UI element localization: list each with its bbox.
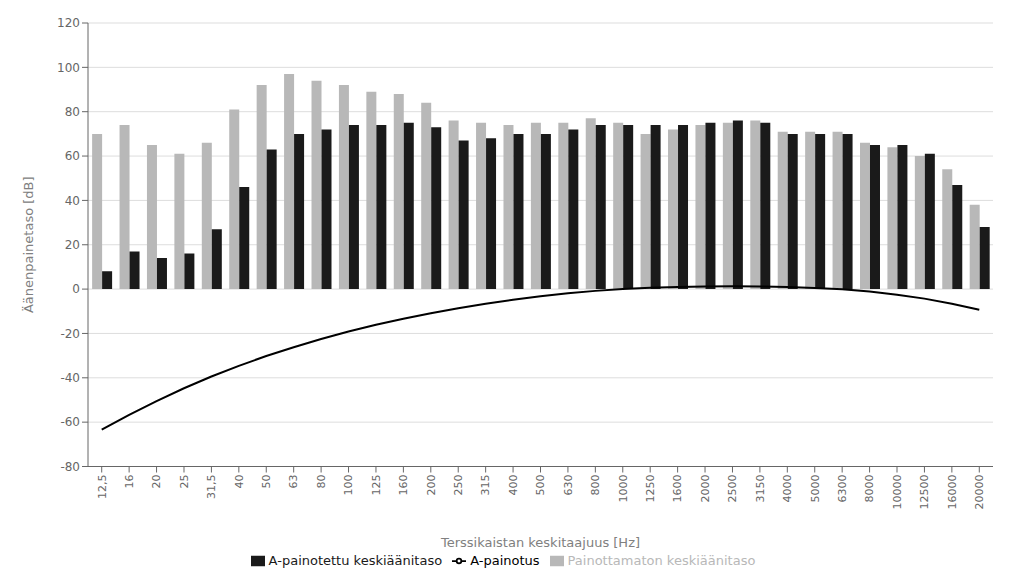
svg-text:4000: 4000 xyxy=(781,475,794,503)
svg-text:8000: 8000 xyxy=(863,475,876,503)
svg-text:125: 125 xyxy=(370,475,383,496)
svg-text:12,5: 12,5 xyxy=(96,475,109,500)
svg-text:-80: -80 xyxy=(60,460,80,474)
svg-text:100: 100 xyxy=(342,475,355,496)
svg-text:31,5: 31,5 xyxy=(205,475,218,500)
svg-text:315: 315 xyxy=(479,475,492,496)
svg-text:40: 40 xyxy=(233,475,246,489)
svg-text:160: 160 xyxy=(397,475,410,496)
svg-text:3150: 3150 xyxy=(754,475,767,503)
html-text:A-painotus: A-painotus xyxy=(470,552,540,568)
svg-text:12500: 12500 xyxy=(918,475,931,510)
svg-text:200: 200 xyxy=(425,475,438,496)
svg-text:16: 16 xyxy=(123,475,136,489)
html-text:Painottamaton keskiäänitaso: Painottamaton keskiäänitaso xyxy=(567,552,756,568)
html-text:A-painotettu keskiäänitaso: A-painotettu keskiäänitaso xyxy=(268,552,443,568)
svg-text:80: 80 xyxy=(65,105,80,119)
svg-text:16000: 16000 xyxy=(946,475,959,510)
svg-text:5000: 5000 xyxy=(809,475,822,503)
svg-text:50: 50 xyxy=(260,475,273,489)
svg-text:-40: -40 xyxy=(60,371,80,385)
svg-text:0: 0 xyxy=(72,282,80,296)
svg-text:500: 500 xyxy=(534,475,547,496)
svg-text:6300: 6300 xyxy=(836,475,849,503)
svg-text:800: 800 xyxy=(589,475,602,496)
svg-text:80: 80 xyxy=(315,475,328,489)
svg-text:60: 60 xyxy=(65,149,80,163)
svg-text:-20: -20 xyxy=(60,327,80,341)
svg-text:25: 25 xyxy=(178,475,191,489)
svg-text:1250: 1250 xyxy=(644,475,657,503)
svg-text:400: 400 xyxy=(507,475,520,496)
svg-text:2500: 2500 xyxy=(726,475,739,503)
svg-text:120: 120 xyxy=(57,16,80,30)
svg-text:20: 20 xyxy=(65,238,80,252)
svg-text:2000: 2000 xyxy=(699,475,712,503)
svg-text:63: 63 xyxy=(287,475,300,489)
svg-text:20: 20 xyxy=(150,475,163,489)
svg-text:100: 100 xyxy=(57,61,80,75)
svg-text:630: 630 xyxy=(562,475,575,496)
svg-text:250: 250 xyxy=(452,475,465,496)
svg-text:20000: 20000 xyxy=(973,475,986,510)
svg-text:1000: 1000 xyxy=(617,475,630,503)
svg-text:40: 40 xyxy=(65,194,80,208)
svg-text:10000: 10000 xyxy=(891,475,904,510)
svg-text:1600: 1600 xyxy=(671,475,684,503)
svg-text:Äänenpainetaso [dB]: Äänenpainetaso [dB] xyxy=(21,176,36,313)
svg-text:-60: -60 xyxy=(60,415,80,429)
svg-text:Terssikaistan keskitaajuus [Hz: Terssikaistan keskitaajuus [Hz] xyxy=(440,535,640,550)
